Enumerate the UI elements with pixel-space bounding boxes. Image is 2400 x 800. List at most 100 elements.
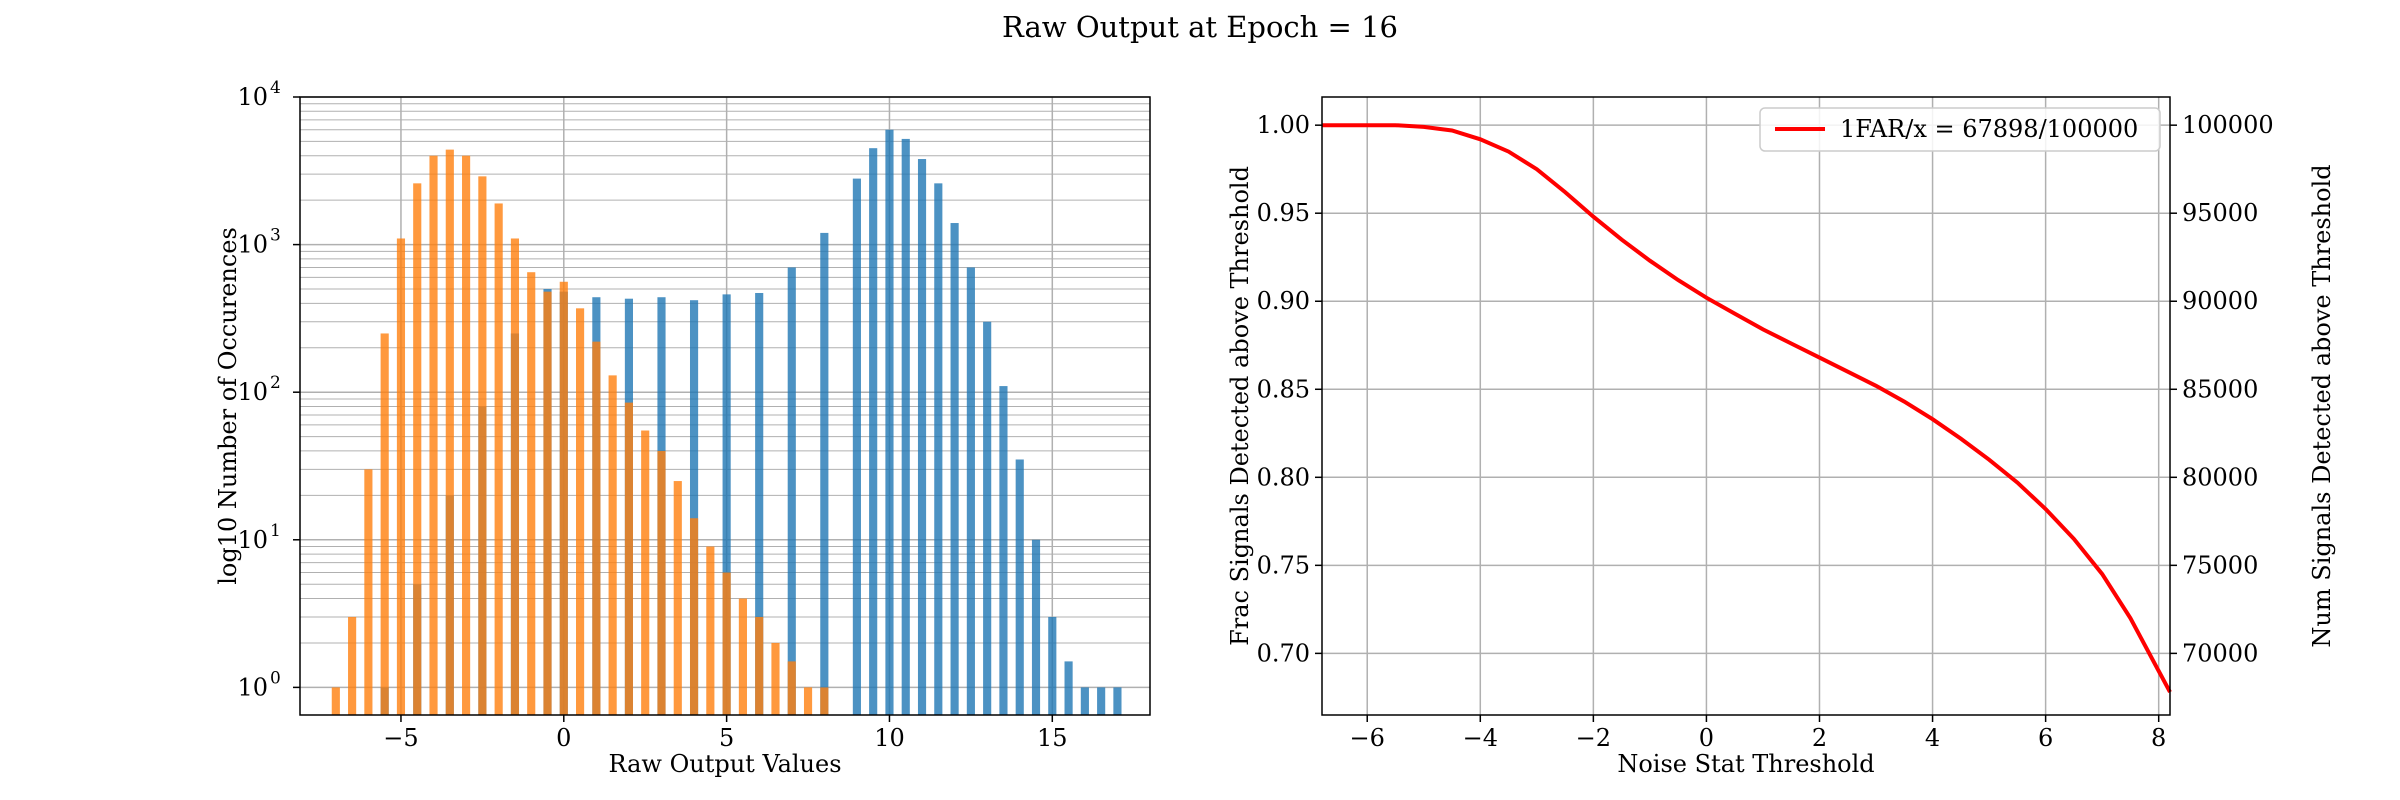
- histogram-y-tick-exponent: 3: [270, 226, 281, 246]
- curve-right-y-tick-label: 75000: [2182, 551, 2258, 579]
- noise-bar: [494, 203, 503, 715]
- curve-y-tick-label: 0.90: [1257, 287, 1310, 315]
- signal-bar: [934, 183, 943, 716]
- legend-box: [1759, 107, 2161, 152]
- noise-bar: [803, 687, 813, 715]
- signal-bar: [1097, 687, 1106, 715]
- signal-bar: [1048, 616, 1057, 715]
- signal-bar: [1015, 459, 1024, 715]
- noise-bar: [364, 469, 373, 715]
- signal-bar: [869, 148, 878, 715]
- noise-bar: [413, 183, 422, 716]
- histogram-y-tick-label: 10: [237, 526, 268, 554]
- noise-bar: [820, 687, 829, 715]
- noise-bar: [331, 687, 340, 715]
- curve-legend: 1FAR/x = 67898/100000: [1759, 107, 2161, 152]
- curve-x-tick-label: 2: [1812, 724, 1827, 752]
- detection-curve-panel: −6 −4 −2 0 2 4 6 8 0.70 0.75 0.80 0.85 0.90 0.95 1.00…: [1226, 96, 2336, 778]
- curve-left-y-ticks: 0.70 0.75 0.80 0.85 0.90 0.95 1.00: [1257, 111, 1322, 667]
- histogram-axes-frame: [299, 96, 1151, 716]
- noise-bar: [462, 155, 471, 715]
- signal-bar: [689, 300, 699, 715]
- curve-y-tick-label: 0.85: [1257, 375, 1310, 403]
- curve-right-y-axis-label: Num Signals Detected above Threshold: [2308, 164, 2336, 647]
- signal-bar: [1064, 661, 1073, 715]
- noise-histogram-bars: [331, 149, 829, 716]
- noise-bar: [396, 238, 406, 715]
- histogram-y-tick-exponent: 0: [270, 668, 281, 688]
- noise-bar: [527, 272, 536, 715]
- histogram-y-tick-exponent: 4: [270, 78, 281, 98]
- signal-bar: [787, 267, 796, 715]
- curve-right-y-tick-label: 70000: [2182, 639, 2258, 667]
- curve-axes-frame: [1321, 96, 2171, 716]
- curve-right-y-ticks: 70000 75000 80000 85000 90000 95000 100000: [2170, 111, 2274, 667]
- curve-right-y-tick-label: 85000: [2182, 375, 2258, 403]
- signal-bar: [999, 386, 1008, 715]
- curve-y-tick-label: 0.80: [1257, 463, 1310, 491]
- noise-bar: [641, 430, 650, 715]
- histogram-y-tick-exponent: 2: [270, 373, 281, 393]
- noise-bar: [722, 572, 731, 715]
- curve-right-y-tick-label: 80000: [2182, 463, 2258, 491]
- histogram-y-tick-exponent: 1: [270, 521, 281, 541]
- histogram-y-tick-label: 10: [237, 83, 268, 111]
- signal-bar: [983, 321, 992, 715]
- noise-bar: [543, 291, 552, 715]
- noise-bar: [592, 341, 601, 715]
- curve-x-tick-label: 6: [2038, 724, 2053, 752]
- noise-bar: [657, 450, 666, 715]
- histogram-y-tick-label: 10: [237, 378, 268, 406]
- curve-y-tick-label: 0.75: [1257, 551, 1310, 579]
- signal-bar: [820, 232, 829, 715]
- signal-bar: [950, 223, 959, 715]
- curve-y-tick-label: 0.95: [1257, 199, 1310, 227]
- noise-bar: [689, 518, 699, 715]
- curve-x-axis-label: Noise Stat Threshold: [1617, 750, 1874, 778]
- curve-x-tick-label: 0: [1699, 724, 1714, 752]
- histogram-x-tick-label: 10: [874, 724, 905, 752]
- histogram-x-tick-label: 5: [719, 724, 734, 752]
- noise-bar: [771, 642, 780, 715]
- histogram-x-axis-label: Raw Output Values: [608, 750, 841, 778]
- detection-curve-line: [1322, 123, 2172, 694]
- signal-bar: [966, 267, 975, 715]
- noise-bar: [429, 155, 438, 715]
- curve-right-y-tick-label: 100000: [2182, 111, 2274, 139]
- curve-x-tick-label: −2: [1576, 724, 1611, 752]
- signal-bar: [917, 159, 927, 716]
- curve-left-y-axis-label: Frac Signals Detected above Threshold: [1226, 166, 1254, 646]
- histogram-y-axis-label: log10 Number of Occurences: [214, 227, 242, 585]
- noise-bar: [510, 238, 520, 715]
- noise-bar: [624, 402, 633, 715]
- noise-bar: [559, 281, 568, 715]
- signal-bar: [755, 292, 764, 715]
- curve-y-tick-label: 1.00: [1257, 111, 1310, 139]
- signal-bar: [885, 129, 894, 715]
- curve-y-tick-label: 0.70: [1257, 639, 1310, 667]
- noise-bar: [738, 598, 747, 715]
- noise-bar: [608, 375, 617, 715]
- curve-x-tick-label: −6: [1350, 724, 1385, 752]
- curve-right-y-tick-label: 90000: [2182, 287, 2258, 315]
- histogram-x-tick-label: 15: [1037, 724, 1068, 752]
- curve-grid: [1322, 97, 2170, 715]
- noise-bar: [706, 546, 715, 715]
- histogram-x-ticks: −5 0 5 10 15: [383, 715, 1068, 752]
- noise-bar: [787, 661, 796, 715]
- signal-bar: [1113, 687, 1122, 715]
- noise-bar: [576, 308, 585, 715]
- noise-bar: [380, 333, 389, 715]
- curve-x-ticks: −6 −4 −2 0 2 4 6 8: [1350, 715, 2166, 752]
- legend-label: 1FAR/x = 67898/100000: [1840, 115, 2138, 143]
- curve-right-y-tick-label: 95000: [2182, 199, 2258, 227]
- signal-bar: [1080, 687, 1089, 715]
- signal-bar: [1031, 539, 1041, 715]
- noise-bar: [445, 149, 454, 716]
- histogram-y-tick-label: 10: [237, 673, 268, 701]
- noise-bar: [478, 176, 487, 715]
- histogram-x-tick-label: −5: [383, 724, 418, 752]
